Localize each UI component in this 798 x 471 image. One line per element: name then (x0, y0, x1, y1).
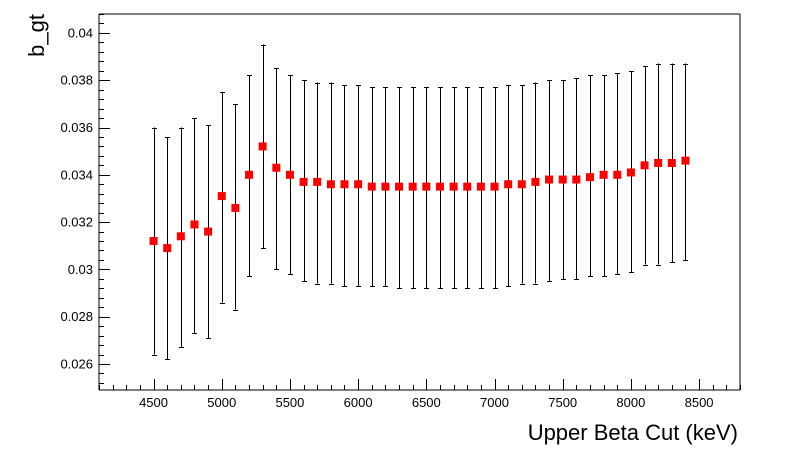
x-tick-label: 7000 (480, 395, 509, 410)
data-point (381, 182, 390, 191)
data-point (258, 142, 267, 151)
data-point (245, 170, 254, 179)
data-point (667, 158, 676, 167)
data-point (463, 182, 472, 191)
data-point (640, 161, 649, 170)
data-point (299, 177, 308, 186)
data-point (476, 182, 485, 191)
data-point (354, 180, 363, 189)
data-point (613, 170, 622, 179)
data-point (449, 182, 458, 191)
x-axis-ticks: 4500 5000 5500 6000 6500 7000 7500 8000 8500 (99, 379, 741, 410)
data-point (599, 170, 608, 179)
plot-frame (98, 13, 741, 391)
data-point (176, 232, 185, 241)
x-tick-label: 4500 (139, 395, 168, 410)
x-tick-label: 6000 (344, 395, 373, 410)
x-tick-label: 8500 (685, 395, 714, 410)
data-point (204, 227, 213, 236)
y-tick-label: 0.04 (68, 25, 93, 40)
y-tick-label: 0.028 (60, 309, 93, 324)
data-point (217, 192, 226, 201)
data-markers (149, 142, 690, 253)
data-point (313, 177, 322, 186)
error-bars (152, 44, 688, 360)
x-tick-label: 7500 (548, 395, 577, 410)
data-point (490, 182, 499, 191)
data-point (340, 180, 349, 189)
data-point (585, 173, 594, 182)
data-point (545, 175, 554, 184)
data-point (326, 180, 335, 189)
data-point (626, 168, 635, 177)
y-tick-label: 0.026 (60, 356, 93, 371)
data-point (517, 180, 526, 189)
y-axis-title: b_gt (24, 14, 49, 57)
data-point (572, 175, 581, 184)
data-point (149, 237, 158, 246)
x-tick-label: 5000 (207, 395, 236, 410)
data-point (422, 182, 431, 191)
data-point (531, 177, 540, 186)
data-point (163, 244, 172, 253)
data-point (558, 175, 567, 184)
y-tick-label: 0.038 (60, 73, 93, 88)
x-axis-title: Upper Beta Cut (keV) (528, 420, 738, 445)
y-tick-label: 0.032 (60, 215, 93, 230)
data-point (435, 182, 444, 191)
y-tick-label: 0.03 (68, 262, 93, 277)
data-point (654, 158, 663, 167)
data-point (285, 170, 294, 179)
x-tick-label: 6500 (412, 395, 441, 410)
data-point (681, 156, 690, 165)
data-point (231, 203, 240, 212)
x-tick-label: 8000 (616, 395, 645, 410)
data-point (190, 220, 199, 229)
data-point (272, 163, 281, 172)
data-point (408, 182, 417, 191)
x-tick-label: 5500 (275, 395, 304, 410)
data-point (504, 180, 513, 189)
y-axis-ticks: 0.026 0.028 0.03 0.032 0.034 0.036 0.038 0.04 (60, 14, 110, 384)
y-tick-label: 0.034 (60, 167, 93, 182)
data-point (367, 182, 376, 191)
y-tick-label: 0.036 (60, 120, 93, 135)
data-point (395, 182, 404, 191)
